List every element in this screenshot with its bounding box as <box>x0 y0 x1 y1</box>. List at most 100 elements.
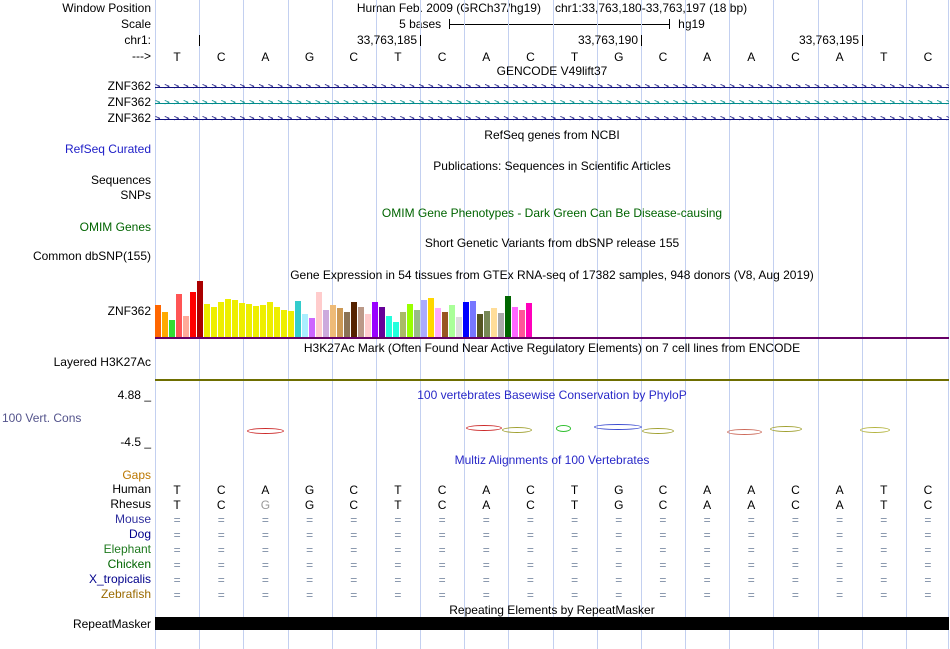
base-cell: = <box>703 528 711 542</box>
h3k27ac-baseline <box>155 379 949 381</box>
base-cell: C <box>923 50 933 64</box>
base-cell: = <box>526 558 534 572</box>
base-cell: = <box>394 558 402 572</box>
base-cell: = <box>836 573 844 587</box>
base-cell: = <box>526 528 534 542</box>
track-label-repeatmasker: RepeatMasker <box>72 617 151 631</box>
base-cell: G <box>614 498 624 512</box>
gtex-tissue-bar <box>386 316 392 338</box>
base-cell: = <box>482 528 490 542</box>
base-cell: = <box>482 558 490 572</box>
base-cell: = <box>571 513 579 527</box>
track-title-gencode-v49lift37: GENCODE V49lift37 <box>496 64 608 78</box>
base-cell: = <box>703 573 711 587</box>
base-cell: = <box>880 543 888 557</box>
gtex-tissue-bar <box>351 302 357 338</box>
gencode-transcript-row[interactable]: >>>>>>>>>>>>>>>>>>>>>>>>>>>>>>>>>>>>>>>>… <box>155 114 949 124</box>
sequence-row-multiz-chicken[interactable]: = = = = = = = = = = = = = = = = = = <box>0 558 950 572</box>
base-cell: = <box>791 588 799 602</box>
track-label-znf362: ZNF362 <box>107 95 151 109</box>
sequence-row-multiz-x-tropicalis[interactable]: = = = = = = = = = = = = = = = = = = <box>0 573 950 587</box>
gencode-transcript-row[interactable]: >>>>>>>>>>>>>>>>>>>>>>>>>>>>>>>>>>>>>>>>… <box>155 98 949 108</box>
base-cell: = <box>217 558 225 572</box>
track-label-refseq-curated: RefSeq Curated <box>64 142 151 156</box>
base-cell: = <box>703 513 711 527</box>
base-cell: = <box>306 573 314 587</box>
base-cell: = <box>571 543 579 557</box>
base-cell: T <box>880 483 888 497</box>
base-cell: = <box>791 528 799 542</box>
track-label-znf362: ZNF362 <box>107 111 151 125</box>
column-guideline <box>862 0 863 649</box>
gencode-transcript-row[interactable]: >>>>>>>>>>>>>>>>>>>>>>>>>>>>>>>>>>>>>>>>… <box>155 82 949 92</box>
sequence-row-multiz-elephant[interactable]: = = = = = = = = = = = = = = = = = = <box>0 543 950 557</box>
phylop-signal-mark <box>556 425 571 432</box>
gtex-tissue-bar <box>512 307 518 338</box>
base-cell: = <box>659 588 667 602</box>
base-cell: = <box>438 513 446 527</box>
base-cell: = <box>615 513 623 527</box>
sequence-row-multiz-dog[interactable]: = = = = = = = = = = = = = = = = = = <box>0 528 950 542</box>
base-cell: = <box>261 573 269 587</box>
base-cell: = <box>394 528 402 542</box>
gtex-tissue-bar <box>232 300 238 338</box>
gtex-tissue-bar <box>498 313 504 338</box>
base-cell: = <box>659 573 667 587</box>
track-label-4-88: 4.88 _ <box>117 388 151 402</box>
track-label-dog: Dog <box>128 527 151 541</box>
base-cell: T <box>570 498 579 512</box>
base-cell: G <box>304 50 315 64</box>
gtex-tissue-bar <box>288 311 294 338</box>
sequence-row-multiz-zebrafish[interactable]: = = = = = = = = = = = = = = = = = = <box>0 588 950 602</box>
sequence-row-multiz-mouse[interactable]: = = = = = = = = = = = = = = = = = = <box>0 513 950 527</box>
scale-ruler: 5 bases hg19 <box>155 17 949 31</box>
base-cell: C <box>437 483 447 497</box>
base-cell: A <box>482 498 491 512</box>
track-label-4-5: -4.5 _ <box>120 435 151 449</box>
gtex-tissue-bar <box>316 292 322 338</box>
genome-tag: hg19 <box>678 17 705 31</box>
base-cell: = <box>880 513 888 527</box>
gtex-bar-chart[interactable] <box>155 281 533 338</box>
base-cell: = <box>306 588 314 602</box>
base-cell: = <box>747 573 755 587</box>
gtex-tissue-bar <box>183 316 189 338</box>
track-title-multiz-alignments-of-100-vertebrates: Multiz Alignments of 100 Vertebrates <box>454 453 650 467</box>
column-guideline <box>906 0 907 649</box>
phylop-signal-mark <box>860 427 890 433</box>
track-label-sequences: Sequences <box>90 173 151 187</box>
base-cell: C <box>216 50 226 64</box>
base-cell: = <box>836 588 844 602</box>
track-label-omim-genes: OMIM Genes <box>79 220 151 234</box>
base-cell: = <box>924 528 932 542</box>
base-cell: = <box>791 558 799 572</box>
base-cell: = <box>173 543 181 557</box>
base-cell: A <box>482 50 491 64</box>
base-cell: G <box>260 498 271 512</box>
repeatmasker-dense-bar[interactable] <box>155 617 949 630</box>
base-cell: A <box>703 50 712 64</box>
track-title-100-vertebrates-basewise-conservation-by-p: 100 vertebrates Basewise Conservation by… <box>417 388 687 402</box>
base-cell: = <box>261 558 269 572</box>
base-cell: = <box>350 513 358 527</box>
base-cell: = <box>659 558 667 572</box>
gtex-tissue-bar <box>484 311 490 338</box>
track-label-human: Human <box>112 482 151 496</box>
ruler-tick <box>862 35 863 46</box>
gtex-tissue-bar <box>477 314 483 338</box>
base-cell: = <box>659 513 667 527</box>
base-cell: = <box>747 543 755 557</box>
base-cell: = <box>747 528 755 542</box>
column-guideline <box>685 0 686 649</box>
phylop-signal-mark <box>727 429 762 435</box>
base-cell: = <box>571 573 579 587</box>
gtex-tissue-bar <box>435 308 441 338</box>
gtex-tissue-bar <box>428 298 434 338</box>
base-cell: = <box>571 558 579 572</box>
ruler-coordinate-label: 33,763,190 <box>577 33 638 47</box>
base-cell: C <box>658 498 668 512</box>
